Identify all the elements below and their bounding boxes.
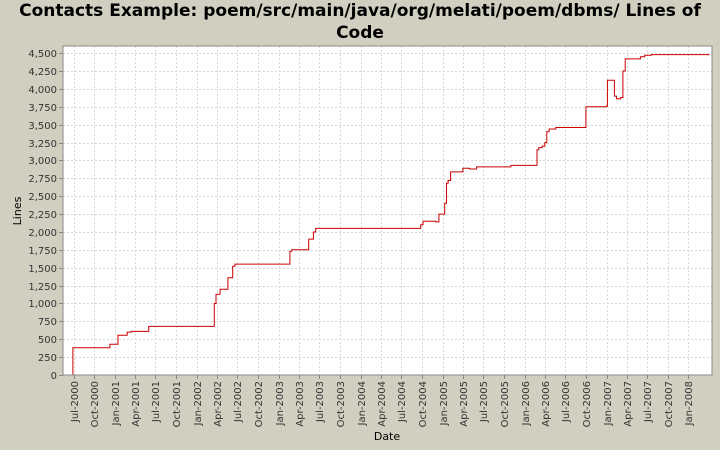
x-tick-label: Oct-2005 xyxy=(500,381,511,427)
x-tick-label: Jul-2007 xyxy=(643,381,654,423)
y-tick-label: 2,500 xyxy=(28,192,57,203)
x-tick-label: Jan-2005 xyxy=(439,381,450,426)
x-tick-label: Jan-2007 xyxy=(603,381,614,426)
x-tick-label: Apr-2005 xyxy=(459,381,470,427)
x-tick-label: Jul-2000 xyxy=(70,381,81,423)
y-tick-label: 3,750 xyxy=(28,103,57,114)
axis-layer: 0 250 500 750 1,000 1,250 1,500 1,750 2,000 2,250… xyxy=(28,49,695,427)
x-tick-label: Jan-2008 xyxy=(684,381,695,426)
x-tick-label: Oct-2007 xyxy=(664,381,675,427)
x-tick-label: Jan-2002 xyxy=(193,381,204,426)
x-tick-label: Jul-2003 xyxy=(315,381,326,423)
y-tick-label: 2,750 xyxy=(28,174,57,185)
y-tick-label: 3,250 xyxy=(28,139,57,150)
x-tick-label: Jul-2006 xyxy=(561,381,572,423)
plot-border xyxy=(62,45,713,376)
y-tick-label: 2,000 xyxy=(28,228,57,239)
grid-layer xyxy=(63,46,712,376)
x-tick-label: Oct-2006 xyxy=(582,381,593,427)
x-tick-label: Oct-2004 xyxy=(418,381,429,427)
y-tick-label: 1,500 xyxy=(28,264,57,275)
chart-title: Contacts Example: poem/src/main/java/org… xyxy=(19,1,701,43)
y-tick-label: 4,250 xyxy=(28,67,57,78)
x-tick-label: Jan-2004 xyxy=(357,381,368,426)
x-tick-label: Jul-2005 xyxy=(479,381,490,423)
x-tick-label: Jul-2004 xyxy=(397,381,408,423)
y-tick-label: 4,500 xyxy=(28,49,57,60)
x-tick-label: Oct-2003 xyxy=(336,381,347,427)
y-axis-label: Lines xyxy=(11,196,24,225)
y-tick-label: 3,500 xyxy=(28,121,57,132)
x-tick-label: Oct-2000 xyxy=(90,381,101,427)
y-tick-label: 1,750 xyxy=(28,246,57,257)
x-tick-label: Apr-2007 xyxy=(623,381,634,427)
y-tick-label: 250 xyxy=(38,353,57,364)
x-tick-label: Jan-2003 xyxy=(275,381,286,426)
y-tick-label: 4,000 xyxy=(28,85,57,96)
y-tick-label: 2,250 xyxy=(28,210,57,221)
x-tick-label: Jan-2006 xyxy=(521,381,532,426)
series-line-lines xyxy=(72,54,710,376)
x-tick-label: Jul-2002 xyxy=(233,381,244,423)
y-tick-label: 1,000 xyxy=(28,299,57,310)
y-tick-label: 750 xyxy=(38,317,57,328)
y-tick-label: 0 xyxy=(51,371,57,382)
series-layer xyxy=(72,54,710,376)
x-tick-label: Oct-2002 xyxy=(254,381,265,427)
x-tick-label: Jan-2001 xyxy=(111,381,122,426)
x-tick-label: Jul-2001 xyxy=(151,381,162,423)
x-tick-label: Apr-2006 xyxy=(541,381,552,427)
y-tick-label: 500 xyxy=(38,335,57,346)
y-tick-label: 3,000 xyxy=(28,156,57,167)
plot-background xyxy=(63,46,712,375)
x-tick-label: Apr-2004 xyxy=(377,381,388,427)
x-tick-label: Apr-2002 xyxy=(213,381,224,427)
x-axis-label: Date xyxy=(374,430,401,443)
x-tick-label: Apr-2003 xyxy=(295,381,306,427)
x-tick-label: Apr-2001 xyxy=(131,381,142,427)
y-tick-label: 1,250 xyxy=(28,282,57,293)
x-tick-label: Oct-2001 xyxy=(172,381,183,427)
